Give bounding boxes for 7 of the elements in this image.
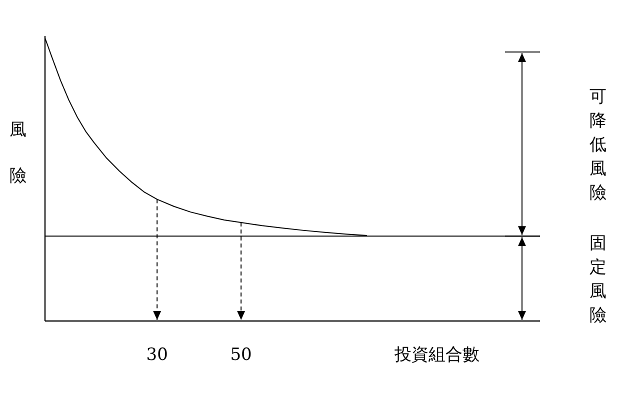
x-tick-label: 50: [230, 345, 252, 365]
text: 風險: [10, 120, 26, 186]
text: 可降低: [590, 87, 606, 156]
y-axis-title: 風險: [590, 159, 606, 204]
x-axis-title: 投資組合數: [394, 345, 480, 365]
text: 固定風險: [590, 234, 606, 326]
x-tick-label: 30: [146, 345, 168, 365]
